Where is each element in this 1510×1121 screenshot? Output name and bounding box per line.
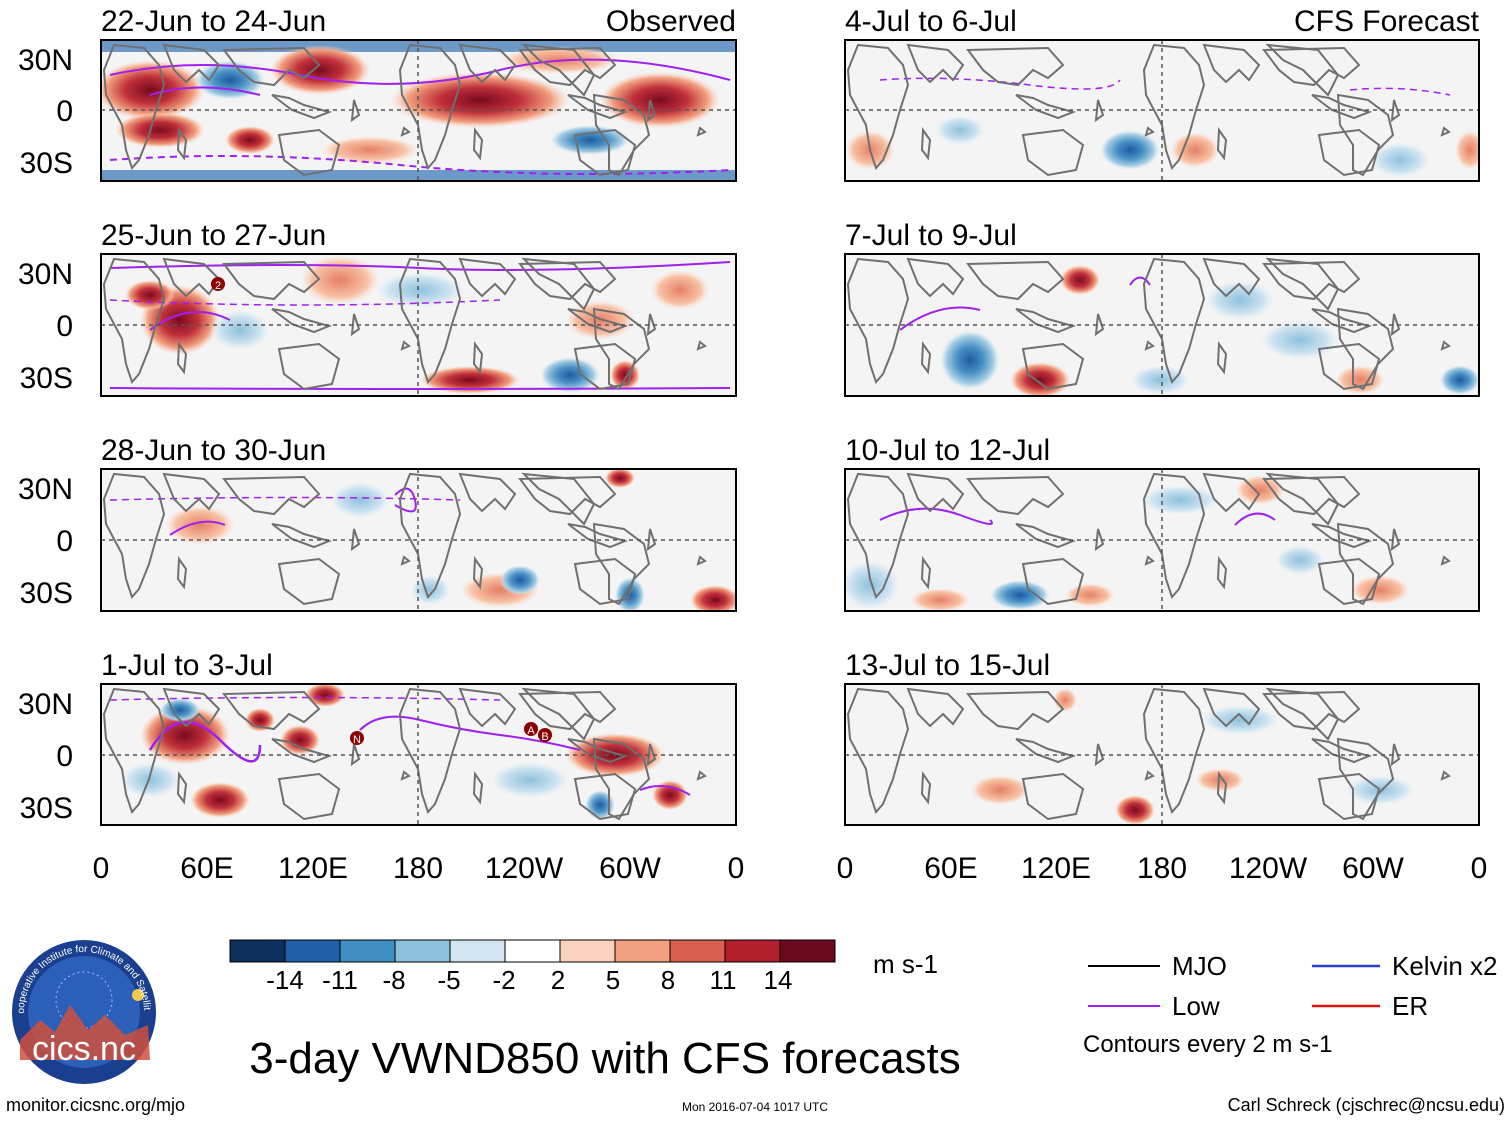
panel-left-3 xyxy=(100,683,737,826)
colorbar-swatch xyxy=(669,939,726,963)
lat-label: 0 xyxy=(56,310,73,343)
panel-title: 25-Jun to 27-Jun xyxy=(101,219,326,252)
colorbar-swatch xyxy=(339,939,396,963)
legend-label-er: ER xyxy=(1392,991,1428,1021)
lon-label: 120E xyxy=(278,852,348,885)
contour-note: Contours every 2 m s-1 xyxy=(1083,1031,1332,1058)
storm-label-2: 2 xyxy=(215,280,221,292)
colorbar-tick: 5 xyxy=(606,965,620,995)
storm-label-n: N xyxy=(353,734,361,746)
lon-label: 0 xyxy=(728,852,745,885)
lat-label: 30S xyxy=(20,792,73,825)
lat-label: 30N xyxy=(18,473,73,506)
lat-label: 0 xyxy=(56,95,73,128)
lon-label: 0 xyxy=(1471,852,1488,885)
colorbar-swatch xyxy=(504,939,561,963)
lon-label: 0 xyxy=(93,852,110,885)
lon-label: 120W xyxy=(1229,852,1308,885)
lat-label: 30N xyxy=(18,688,73,721)
colorbar xyxy=(229,939,836,963)
legend-label-kelvin: Kelvin x2 xyxy=(1392,951,1498,981)
colorbar-tick: -11 xyxy=(322,965,358,995)
legend-label-low: Low xyxy=(1172,991,1220,1021)
lon-label: 60E xyxy=(924,852,977,885)
colorbar-swatch xyxy=(779,939,836,963)
colorbar-tick: -8 xyxy=(382,965,405,995)
lon-label: 180 xyxy=(1137,852,1187,885)
colorbar-swatch xyxy=(559,939,616,963)
logo-text: cics.nc xyxy=(32,1030,136,1068)
panel-title: 13-Jul to 15-Jul xyxy=(845,649,1050,682)
colorbar-swatch xyxy=(614,939,671,963)
lon-label: 180 xyxy=(393,852,443,885)
sun-icon xyxy=(132,989,144,1001)
panel-title: 10-Jul to 12-Jul xyxy=(845,434,1050,467)
lat-label: 30S xyxy=(20,577,73,610)
panel-left-0 xyxy=(100,39,737,182)
colorbar-tick: 11 xyxy=(710,965,737,995)
panel-left-2 xyxy=(100,468,737,612)
colorbar-swatch xyxy=(229,939,286,963)
lon-label: 60W xyxy=(599,852,661,885)
lon-label: 60W xyxy=(1342,852,1404,885)
lat-label: 0 xyxy=(56,525,73,558)
colorbar-tick: -14 xyxy=(266,965,304,995)
lon-label: 120W xyxy=(485,852,564,885)
lon-label: 0 xyxy=(837,852,854,885)
main-title: 3-day VWND850 with CFS forecasts xyxy=(249,1034,961,1083)
colorbar-swatch xyxy=(724,939,781,963)
storm-label-b: B xyxy=(541,731,548,743)
colorbar-tick: 14 xyxy=(764,965,793,995)
panel-right-2 xyxy=(844,468,1480,612)
colorbar-tick: 8 xyxy=(661,965,675,995)
lat-label: 30N xyxy=(18,258,73,291)
panel-title: 7-Jul to 9-Jul xyxy=(845,219,1017,252)
panel-title: 4-Jul to 6-Jul xyxy=(845,5,1017,38)
lat-label: 30N xyxy=(18,44,73,77)
panel-title: 22-Jun to 24-Jun xyxy=(101,5,326,38)
colorbar-tick: 2 xyxy=(551,965,565,995)
panel-title: 1-Jul to 3-Jul xyxy=(101,649,273,682)
observed-label: Observed xyxy=(606,5,736,38)
timestamp: Mon 2016-07-04 1017 UTC xyxy=(682,1100,828,1114)
lat-label: 0 xyxy=(56,740,73,773)
source-url[interactable]: monitor.cicsnc.org/mjo xyxy=(6,1095,185,1115)
panel-right-3 xyxy=(844,683,1480,826)
lon-label: 60E xyxy=(180,852,233,885)
colorbar-tick: -2 xyxy=(492,965,515,995)
credit: Carl Schreck (cjschrec@ncsu.edu) xyxy=(1228,1095,1505,1115)
panel-right-1 xyxy=(844,253,1480,397)
colorbar-swatch xyxy=(284,939,341,963)
lon-label: 120E xyxy=(1021,852,1091,885)
panel-left-1 xyxy=(100,253,737,397)
forecast-label: CFS Forecast xyxy=(1294,5,1480,38)
panel-right-0 xyxy=(844,39,1480,182)
legend-label-mjo: MJO xyxy=(1172,951,1227,981)
lat-label: 30S xyxy=(20,147,73,180)
colorbar-units: m s-1 xyxy=(873,949,938,979)
lat-label: 30S xyxy=(20,362,73,395)
colorbar-tick: -5 xyxy=(437,965,460,995)
panel-title: 28-Jun to 30-Jun xyxy=(101,434,326,467)
colorbar-swatch xyxy=(449,939,506,963)
storm-label-a: A xyxy=(527,725,535,737)
colorbar-swatch xyxy=(394,939,451,963)
storm-marker xyxy=(211,277,225,291)
